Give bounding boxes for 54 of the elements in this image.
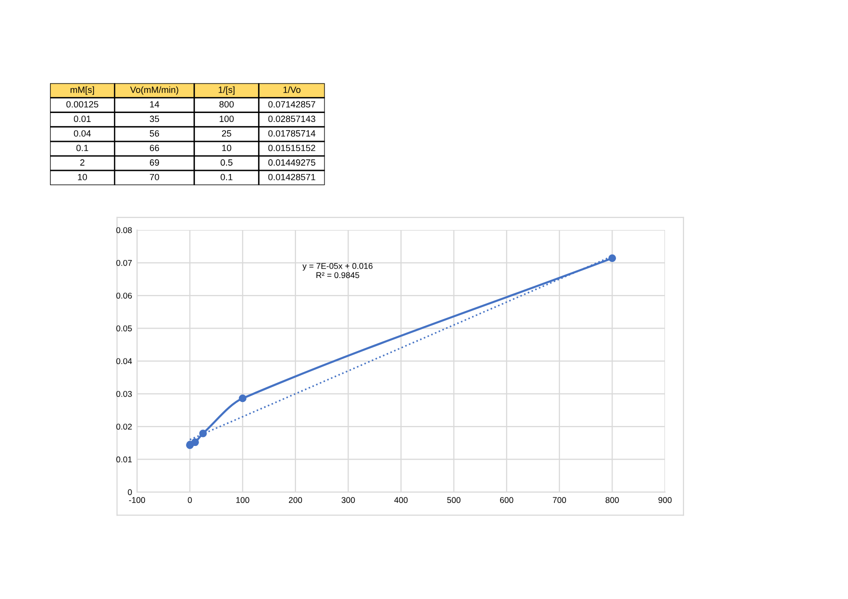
point [238,394,246,402]
text: 10 [222,144,232,152]
text: 70 [150,174,160,180]
y-tick-label: 0.01 [116,456,132,462]
annotation: y = 7E-05x + 0.016 [302,263,373,271]
y-tick-label: 0.07 [116,260,132,266]
x-tick-label: 600 [500,497,514,503]
text: 35 [150,116,160,122]
point [199,430,207,438]
category-label: 1/[s] [218,86,234,95]
text: 14 [150,101,160,108]
text: 0.02857143 [268,116,316,122]
y-tick-label: 0.04 [116,358,132,364]
category-label: Vo(mM/min) [130,86,178,95]
text: 0.07142857 [268,101,316,108]
y-tick-label: 0 [128,489,132,496]
category-label: 1/Vo [283,86,300,93]
x-tick-label: 200 [288,497,302,503]
category-label: mM[s] [70,86,94,95]
x-tick-label: 700 [552,497,566,503]
point [191,438,199,446]
y-tick-label: 0.03 [116,390,132,397]
x-tick-label: -100 [129,497,146,503]
y-tick-label: 0.08 [116,227,132,234]
x-tick-label: 500 [447,497,460,503]
x-tick-label: 900 [658,497,672,503]
text: 0.01515152 [268,144,316,152]
y-tick-label: 0.02 [116,424,132,430]
text: 100 [220,116,234,122]
x-tick-label: 0 [188,497,192,503]
text: 0.1 [76,144,88,152]
text: 0.1 [220,174,232,180]
text: 10 [78,174,87,180]
text: 56 [150,130,160,137]
text: 0.00125 [66,101,98,108]
x-tick-label: 100 [236,497,250,503]
annotation: R² = 0.9845 [316,272,360,278]
x-tick-label: 300 [342,497,355,503]
text: 0.01785714 [268,130,316,137]
y-tick-label: 0.06 [116,292,132,299]
text: 69 [150,159,160,166]
text: 0.01428571 [268,174,316,180]
text: 2 [80,159,84,166]
point [608,254,616,262]
text: 0.01 [74,116,91,122]
x-tick-label: 400 [394,497,408,503]
text: 66 [150,144,160,152]
text: 0.01449275 [268,159,316,166]
x-tick-label: 800 [606,497,619,503]
text: 0.5 [220,159,232,166]
text: 800 [219,101,234,108]
y-tick-label: 0.05 [116,325,132,332]
text: 25 [222,130,232,137]
text: 0.04 [74,130,91,137]
